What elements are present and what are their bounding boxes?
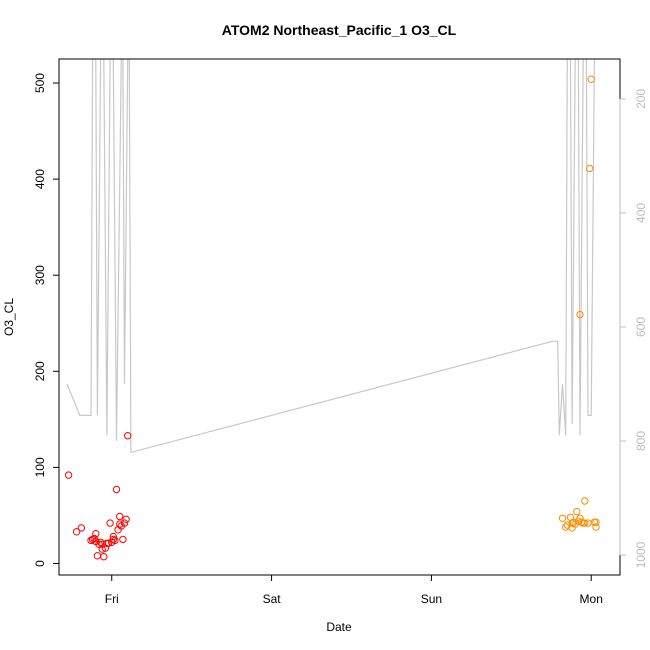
x-axis-label: Date (326, 620, 352, 634)
series-layer (64, 59, 600, 561)
scatter-point-series-2 (576, 310, 584, 319)
x-tick-label: Fri (105, 592, 119, 606)
scatter-point-series-1 (109, 532, 118, 541)
scatter-point-series-2 (581, 497, 589, 505)
scatter-point-series-1 (119, 535, 127, 544)
right-tick-label: 400 (634, 203, 648, 223)
y-tick-label: 0 (33, 560, 47, 567)
scatter-point-series-1 (77, 524, 86, 532)
scatter-point-series-1 (64, 471, 73, 479)
right-tick-label: 800 (634, 431, 648, 451)
scatter-point-series-1 (122, 515, 130, 523)
x-tick-label: Sun (421, 592, 442, 606)
scatter-point-series-2 (592, 523, 600, 531)
right-tick-label: 200 (634, 89, 648, 109)
y-tick-label: 500 (33, 73, 47, 93)
scatter-point-series-1 (92, 530, 100, 538)
scatter-point-series-2 (581, 519, 589, 527)
chart-title: ATOM2 Northeast_Pacific_1 O3_CL (222, 22, 457, 38)
y-tick-label: 200 (33, 361, 47, 381)
x-tick-label: Mon (580, 592, 603, 606)
scatter-point-series-1 (112, 485, 121, 494)
scatter-point-series-2 (558, 514, 567, 522)
scatter-point-series-2 (587, 75, 595, 83)
x-tick-label: Sat (263, 592, 282, 606)
scatter-point-series-1 (109, 535, 118, 544)
scatter-point-series-2 (562, 523, 570, 531)
scatter-point-series-2 (569, 518, 578, 526)
scatter-point-series-1 (116, 520, 124, 528)
y-tick-label: 400 (33, 169, 47, 189)
scatter-point-series-1 (111, 536, 119, 545)
axis-layer: Fri Sat Sun Mon 0 100 200 300 400 500 200 400 600 800… (33, 73, 648, 606)
scatter-point-series-2 (592, 518, 600, 526)
right-tick-label: 1000 (634, 541, 648, 568)
scatter-point-series-2 (573, 507, 581, 516)
line-series (66, 59, 600, 454)
scatter-point-series-1 (100, 553, 108, 561)
scatter-point-series-1 (120, 519, 129, 527)
scatter-point-series-1 (98, 545, 106, 553)
right-tick-label: 600 (634, 317, 648, 337)
scatter-point-series-1 (116, 512, 124, 521)
scatter-point-series-2 (585, 164, 594, 173)
scatter-point-series-1 (106, 519, 114, 527)
y-axis-label: O3_CL (2, 298, 16, 336)
scatter-point-series-1 (93, 552, 102, 560)
scatter-point-series-1 (104, 539, 113, 547)
y-tick-label: 300 (33, 265, 47, 285)
plot-frame (58, 58, 621, 576)
y-tick-label: 100 (33, 457, 47, 477)
scatter-point-series-1 (72, 528, 81, 536)
scatter-point-series-1 (124, 432, 132, 440)
